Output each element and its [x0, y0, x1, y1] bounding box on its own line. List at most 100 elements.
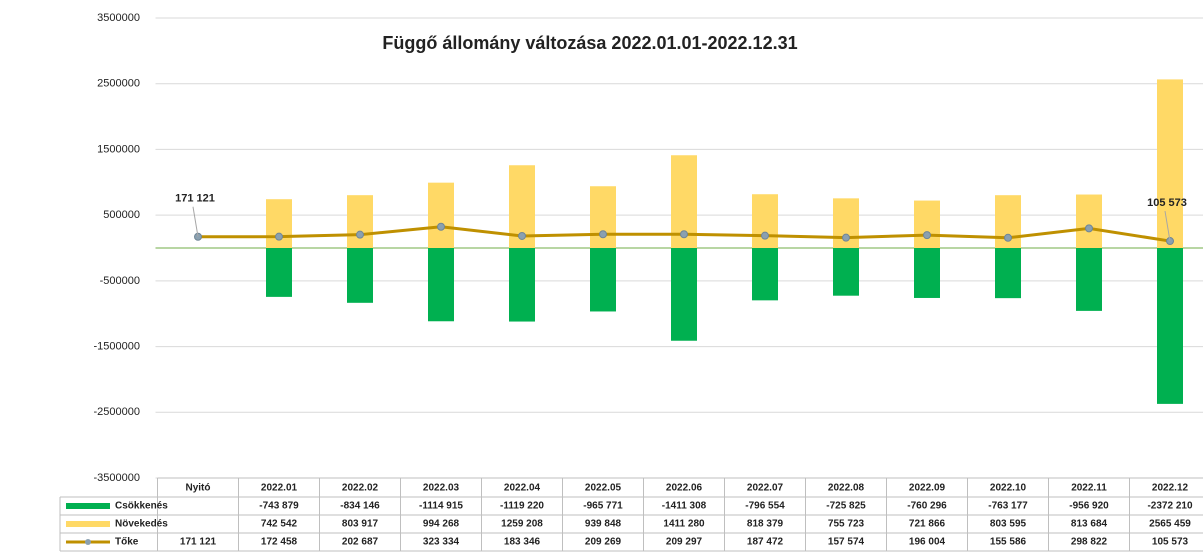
line-marker	[761, 231, 769, 240]
line-marker	[842, 233, 850, 242]
x-tick-label: 2022.10	[990, 483, 1027, 494]
table-cell: 298 822	[1071, 537, 1108, 548]
table-cell: 742 542	[261, 519, 298, 530]
table-cell: 803 917	[342, 519, 379, 530]
chart-title: Függő állomány változása 2022.01.01-2022…	[382, 33, 797, 53]
data-label: 105 573	[1147, 197, 1187, 209]
table-cell: 803 595	[990, 519, 1027, 530]
bar	[266, 248, 292, 297]
legend-key	[66, 521, 110, 527]
table-cell: -743 879	[259, 501, 299, 512]
table-cell: 183 346	[504, 537, 541, 548]
table-cell: 755 723	[828, 519, 865, 530]
bar	[1076, 194, 1102, 248]
bar	[590, 186, 616, 248]
bar	[347, 195, 373, 248]
table-cell: 994 268	[423, 519, 460, 530]
table-cell: 721 866	[909, 519, 946, 530]
x-tick-label: 2022.04	[504, 483, 541, 494]
x-tick-label: 2022.08	[828, 483, 865, 494]
x-tick-label: Nyitó	[186, 483, 211, 494]
table-cell: 172 458	[261, 537, 298, 548]
table-cell: 1411 280	[663, 519, 705, 530]
table-cell: -965 771	[583, 501, 623, 512]
y-tick-label: 1500000	[97, 143, 140, 155]
bar	[509, 248, 535, 322]
line-marker	[437, 222, 445, 231]
table-cell: 171 121	[180, 537, 217, 548]
table-cell: -1411 308	[662, 501, 707, 512]
x-tick-label: 2022.02	[342, 483, 379, 494]
line-marker	[275, 232, 283, 241]
line-marker	[680, 230, 688, 239]
table-cell: 202 687	[342, 537, 379, 548]
table-cell: -796 554	[745, 501, 785, 512]
line-marker	[1004, 233, 1012, 242]
x-tick-label: 2022.07	[747, 483, 784, 494]
table-cell: -763 177	[988, 501, 1028, 512]
line-marker	[1085, 224, 1093, 233]
table-cell: 1259 208	[501, 519, 543, 530]
table-cell: 818 379	[747, 519, 784, 530]
table-cell: 157 574	[828, 537, 865, 548]
table-cell: -956 920	[1069, 501, 1109, 512]
bar	[752, 194, 778, 248]
table-cell: -725 825	[826, 501, 866, 512]
bar	[590, 248, 616, 312]
line-marker	[518, 231, 526, 240]
leader-line	[1164, 210, 1171, 242]
y-tick-label: -500000	[100, 275, 140, 287]
x-tick-label: 2022.12	[1152, 483, 1189, 494]
bar	[266, 199, 292, 248]
table-cell: -834 146	[340, 501, 380, 512]
data-label: 171 121	[175, 193, 215, 205]
table-cell: 813 684	[1071, 519, 1108, 530]
bar	[995, 248, 1021, 299]
legend-label: Növekedés	[115, 519, 168, 530]
table-cell: 196 004	[909, 537, 946, 548]
bar	[833, 248, 859, 296]
y-tick-label: -2500000	[94, 406, 141, 418]
bar	[752, 248, 778, 301]
line-marker	[599, 230, 607, 239]
table-cell: -1119 220	[500, 501, 544, 512]
line-marker	[356, 230, 364, 239]
table-cell: 2565 459	[1149, 519, 1191, 530]
table-cell: 187 472	[747, 537, 784, 548]
bar	[347, 248, 373, 303]
table-cell: 939 848	[585, 519, 622, 530]
y-tick-label: 500000	[103, 209, 140, 221]
x-tick-label: 2022.05	[585, 483, 622, 494]
legend-label: Tőke	[115, 537, 139, 548]
table-cell: 105 573	[1152, 537, 1189, 548]
bar	[428, 182, 454, 248]
bar	[914, 248, 940, 298]
line-marker	[923, 231, 931, 240]
x-tick-label: 2022.09	[909, 483, 946, 494]
legend-label: Csökkenés	[115, 501, 168, 512]
y-tick-label: -3500000	[94, 472, 141, 484]
bar	[671, 248, 697, 341]
x-tick-label: 2022.03	[423, 483, 460, 494]
bar	[1076, 248, 1102, 311]
legend-key	[66, 503, 110, 509]
leader-line	[192, 206, 199, 237]
table-cell: 323 334	[423, 537, 460, 548]
table-cell: -1114 915	[419, 501, 463, 512]
table-cell: 209 269	[585, 537, 622, 548]
x-tick-label: 2022.11	[1071, 483, 1107, 494]
table-cell: 155 586	[990, 537, 1027, 548]
bar	[1157, 248, 1183, 404]
table-cell: 209 297	[666, 537, 703, 548]
y-tick-label: -1500000	[94, 340, 141, 352]
y-tick-label: 3500000	[97, 12, 140, 24]
legend-key	[85, 539, 91, 545]
bar	[428, 248, 454, 322]
x-tick-label: 2022.06	[666, 483, 703, 494]
y-tick-label: 2500000	[97, 78, 140, 90]
bar	[1157, 79, 1183, 249]
bar	[914, 200, 940, 248]
table-cell: -760 296	[907, 501, 947, 512]
